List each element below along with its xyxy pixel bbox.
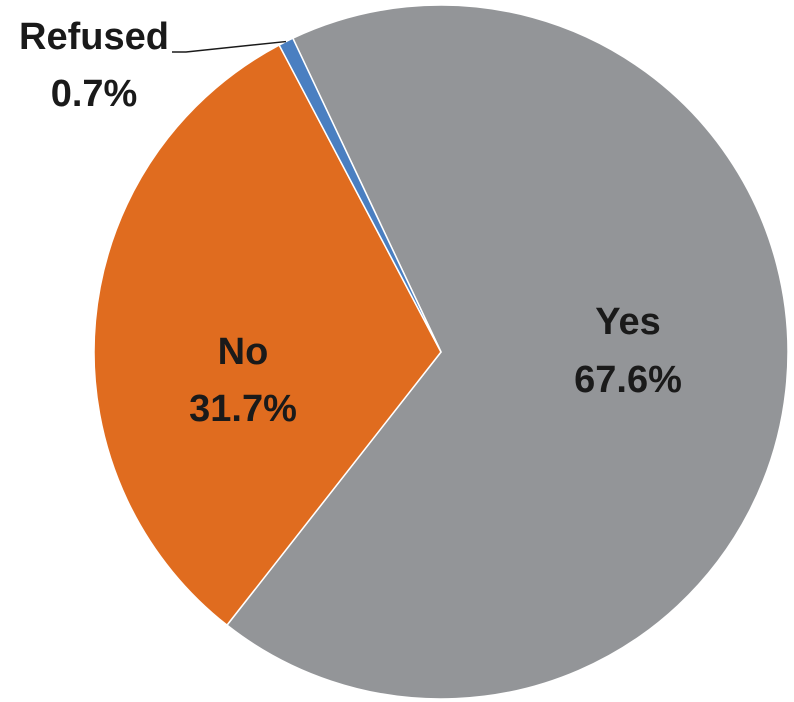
leader-line-refused: [172, 40, 287, 53]
slice-label-no-value: 31.7%: [189, 388, 297, 430]
data-labels: Yes 67.6% No 31.7% Refused 0.7%: [19, 16, 682, 430]
pie-slices: [93, 4, 789, 700]
slice-label-refused-name: Refused: [19, 16, 169, 58]
pie-slice-yes: [225, 4, 789, 700]
slice-label-yes-value: 67.6%: [574, 359, 682, 401]
pie-slice-refused: [278, 37, 442, 353]
leader-lines: [172, 40, 287, 53]
slice-label-yes-name: Yes: [595, 301, 661, 343]
pie-slice-no: [93, 44, 442, 627]
slice-label-refused-value: 0.7%: [51, 73, 138, 115]
slice-label-no-name: No: [218, 331, 269, 373]
